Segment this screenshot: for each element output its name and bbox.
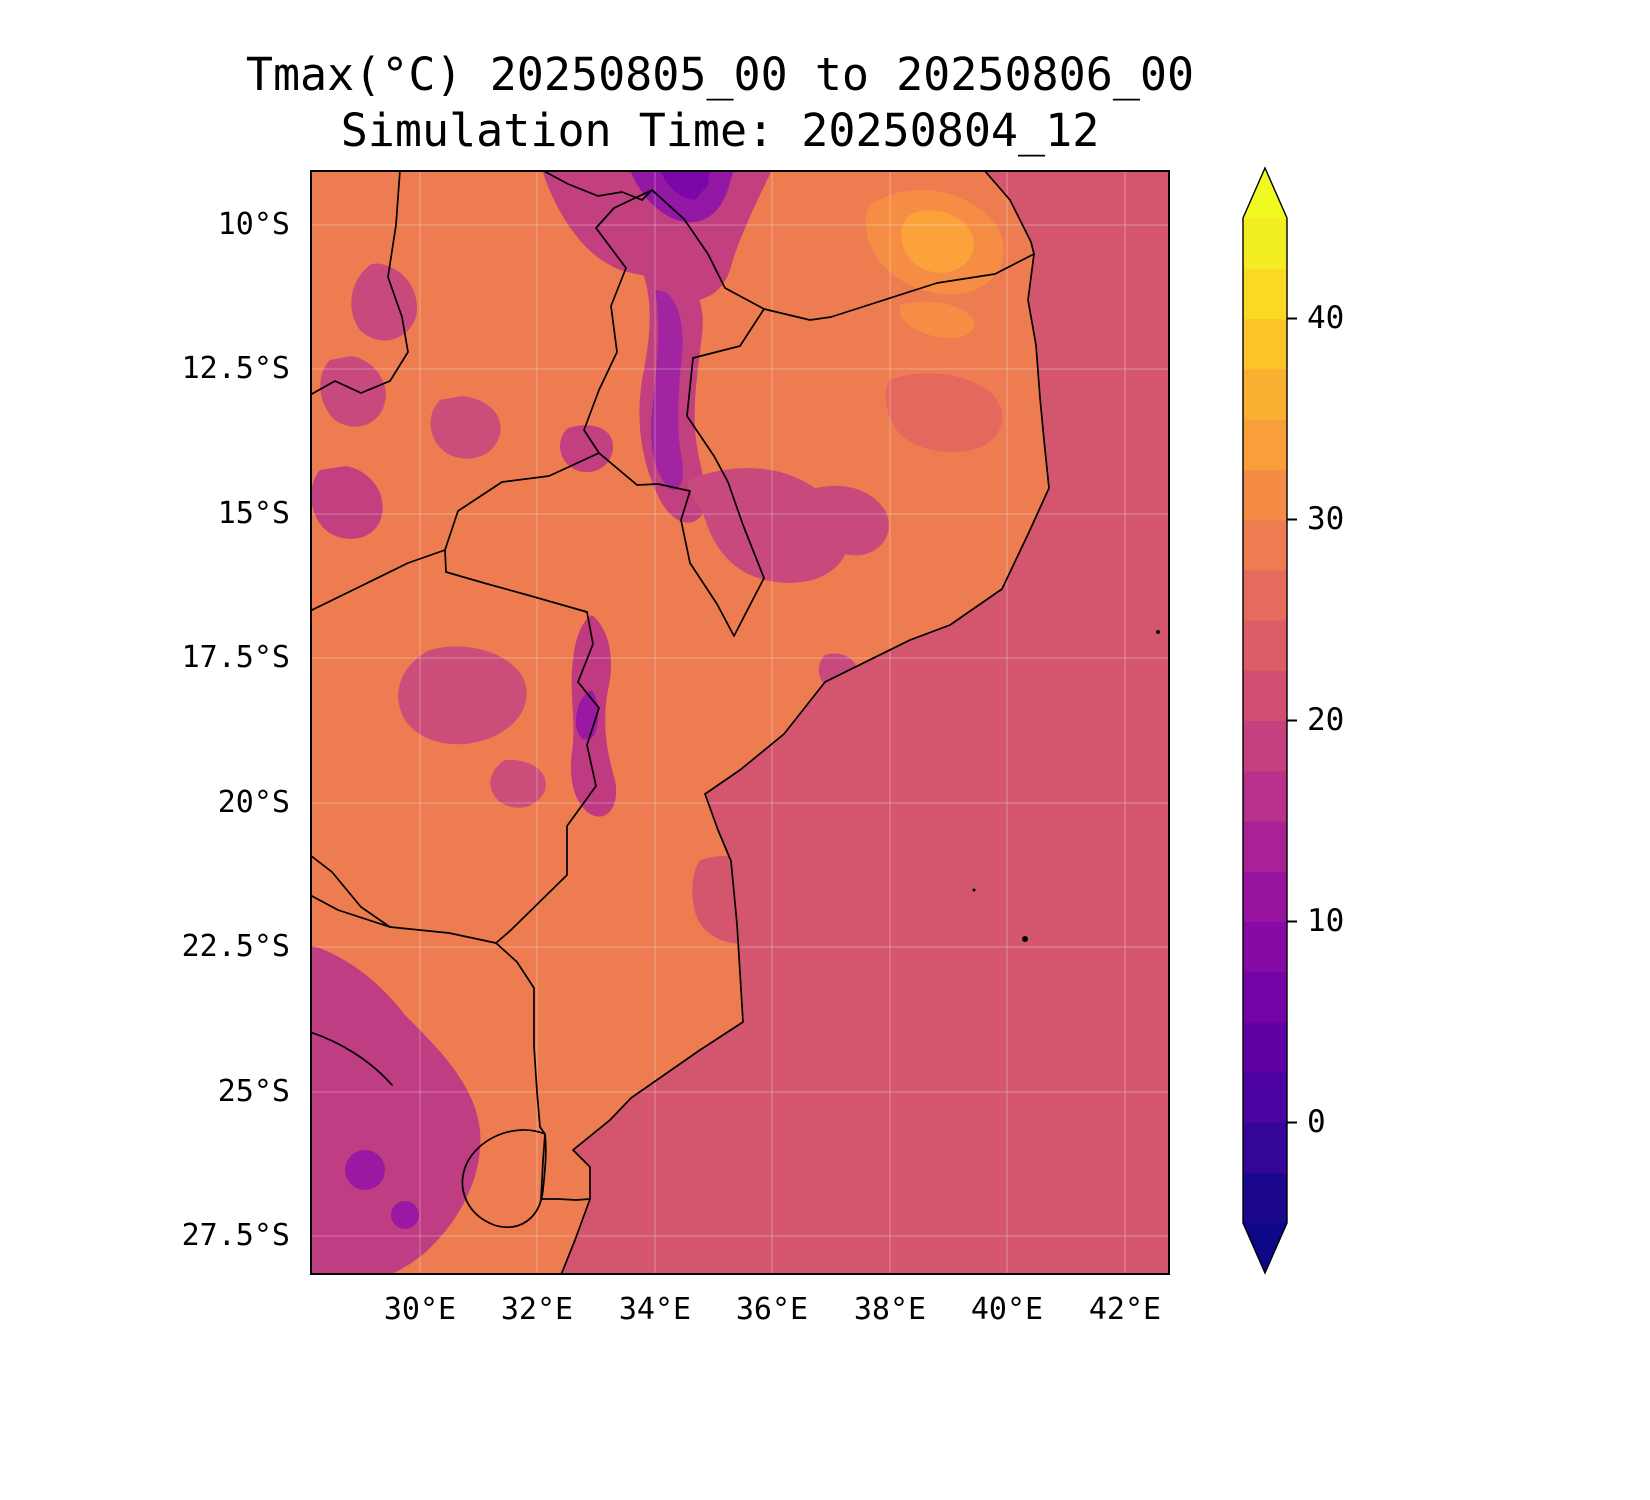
chart-title: Tmax(°C) 20250805_00 to 20250806_00	[245, 48, 1195, 101]
colorbar-tick-label: 10	[1307, 903, 1345, 939]
chart-subtitle: Simulation Time: 20250804_12	[340, 104, 1100, 157]
map-plot	[310, 170, 1170, 1275]
island-dots	[972, 630, 1160, 942]
colorbar-tick-label: 0	[1307, 1104, 1326, 1140]
country-borders	[310, 170, 1035, 1228]
lon-tick-label: 40°E	[970, 1292, 1044, 1327]
lon-tick-label: 42°E	[1088, 1292, 1162, 1327]
lat-tick-label: 22.5°S	[181, 929, 290, 964]
colorbar-tick-label: 20	[1307, 702, 1345, 738]
lon-tick-label: 32°E	[500, 1292, 574, 1327]
colorbar-segments	[1243, 218, 1287, 1224]
ocean	[561, 170, 1170, 1275]
colorbar-tickmarks	[1287, 317, 1297, 1124]
colorbar-outline	[1242, 166, 1288, 1275]
colorbar-under-arrow	[1243, 1223, 1287, 1273]
lon-tick-label: 34°E	[618, 1292, 692, 1327]
colorbar-tick-label: 30	[1307, 501, 1345, 537]
lon-tick-label: 30°E	[383, 1292, 457, 1327]
lon-tick-label: 36°E	[735, 1292, 809, 1327]
lat-tick-label: 27.5°S	[181, 1218, 290, 1253]
lat-tick-label: 25°S	[217, 1074, 290, 1109]
lat-tick-label: 20°S	[217, 785, 290, 820]
lon-tick-label: 38°E	[853, 1292, 927, 1327]
plot-frame	[310, 170, 1170, 1275]
coastline	[560, 170, 1050, 1275]
lat-tick-label: 17.5°S	[181, 640, 290, 675]
colorbar-over-arrow	[1243, 168, 1287, 218]
lat-tick-label: 10°S	[217, 207, 290, 242]
lat-tick-label: 12.5°S	[181, 351, 290, 386]
colorbar-tick-label: 40	[1307, 300, 1345, 336]
colorbar	[1242, 166, 1297, 1275]
lat-tick-label: 15°S	[217, 496, 290, 531]
